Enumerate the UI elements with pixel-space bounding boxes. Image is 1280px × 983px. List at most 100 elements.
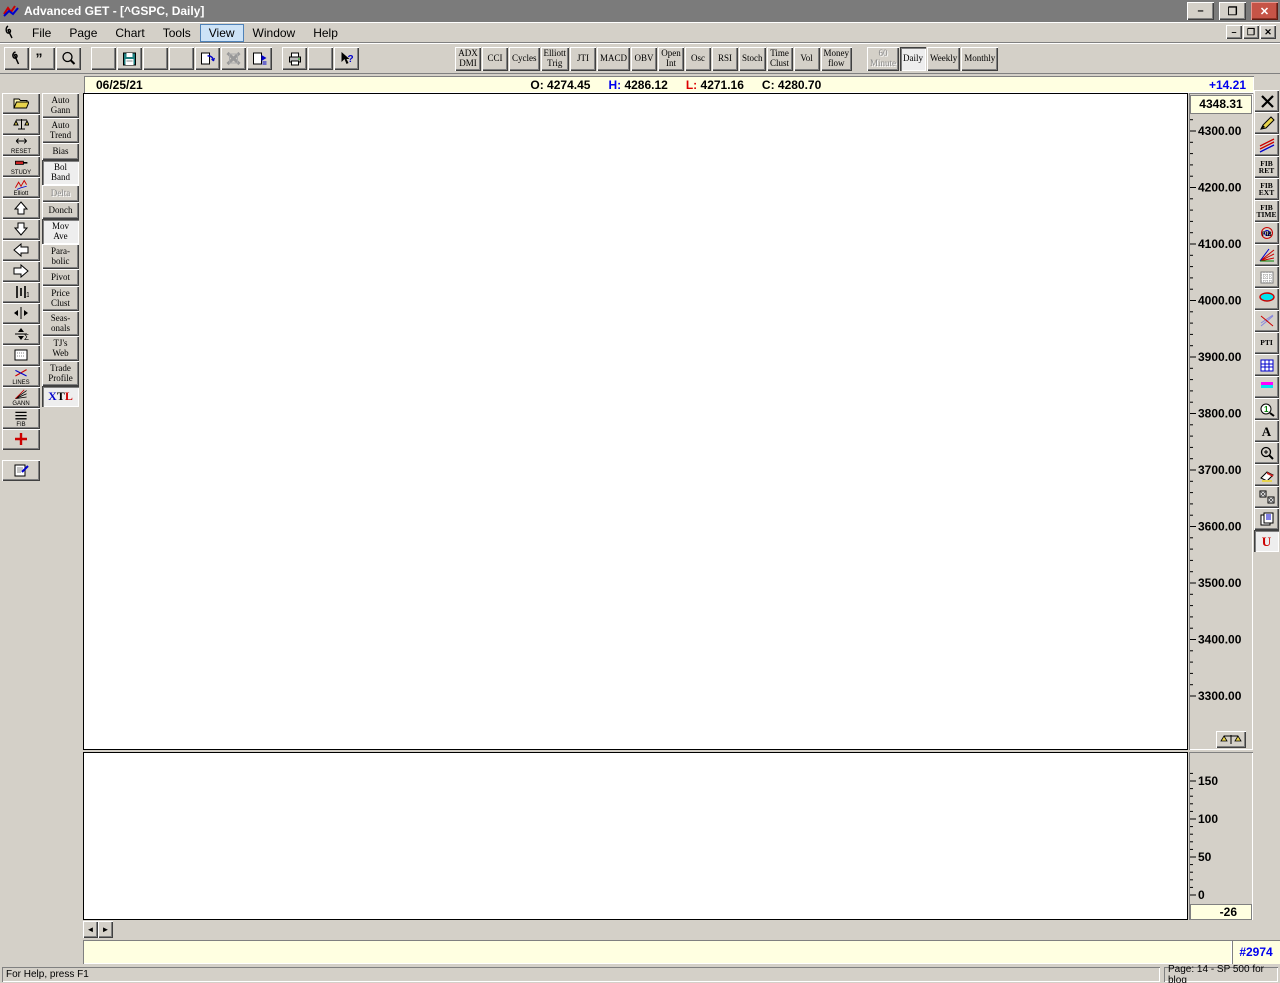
cross-lines-tool[interactable] — [1254, 310, 1279, 332]
indicator-money-flow[interactable]: Money flow — [820, 46, 853, 71]
magnet-tool[interactable]: U — [1254, 530, 1279, 552]
redcross-button[interactable] — [2, 429, 40, 450]
study-bias[interactable]: Bias — [42, 143, 79, 160]
indicator-vol[interactable]: Vol — [793, 46, 820, 71]
child-close-button[interactable]: ✕ — [1260, 25, 1276, 39]
RESET-button[interactable]: RESET — [2, 135, 40, 156]
indicator-elliott-trig[interactable]: Elliott Trig — [540, 46, 569, 71]
study-tjs-web[interactable]: TJ's Web — [42, 336, 79, 361]
study-trade-profile[interactable]: Trade Profile — [42, 361, 79, 386]
indicator-rsi[interactable]: RSI — [712, 46, 739, 71]
time-axis[interactable] — [83, 940, 1232, 964]
indicator-macd[interactable]: MACD — [597, 46, 631, 71]
Elliott-button[interactable]: Elliott — [2, 177, 40, 198]
forward-arrow-icon[interactable] — [169, 47, 194, 70]
page-settings-icon[interactable] — [247, 47, 272, 70]
money-study-tool[interactable]: 1 — [1254, 398, 1279, 420]
eraser-tool[interactable] — [1254, 464, 1279, 486]
fan-lines-tool[interactable] — [1254, 244, 1279, 266]
child-restore-button[interactable]: ❐ — [1243, 25, 1259, 39]
indicator-osc[interactable]: Osc — [685, 46, 712, 71]
ellipse-tool[interactable] — [1254, 288, 1279, 310]
study-donch[interactable]: Donch — [42, 202, 79, 219]
child-minimize-button[interactable]: – — [1226, 25, 1242, 39]
study-auto-gann[interactable]: Auto Gann — [42, 93, 79, 118]
timeframe-weekly[interactable]: Weekly — [927, 46, 961, 71]
notes-tool[interactable] — [1254, 508, 1279, 530]
study-price-clust[interactable]: Price Clust — [42, 286, 79, 311]
zoom-tool[interactable] — [1254, 442, 1279, 464]
menu-file[interactable]: File — [32, 25, 52, 40]
delete-gray-icon[interactable] — [221, 47, 246, 70]
menu-window[interactable]: Window — [252, 25, 296, 40]
study-para--bolic[interactable]: Para-bolic — [42, 244, 79, 269]
oscillator-axis[interactable]: 150 100 50 0 -26 — [1189, 752, 1253, 920]
vbars-button[interactable]: 1 — [2, 282, 40, 303]
close-tools[interactable] — [1254, 90, 1279, 112]
restore-button[interactable]: ❐ — [1219, 2, 1246, 20]
study-auto-trend[interactable]: Auto Trend — [42, 118, 79, 143]
minimize-button[interactable]: – — [1187, 2, 1214, 20]
fib-time-tool[interactable]: FIB TIME — [1254, 200, 1279, 222]
vcompress-button[interactable]: Σ — [2, 324, 40, 345]
study-seas--onals[interactable]: Seas-onals — [42, 311, 79, 336]
tab-scroll-right[interactable]: ► — [98, 921, 113, 938]
STUDY-button[interactable]: STUDY — [2, 156, 40, 177]
menu-view[interactable]: View — [199, 23, 244, 42]
help-icon[interactable] — [308, 47, 333, 70]
indicator-cci[interactable]: CCI — [482, 46, 508, 71]
oscillator-panel[interactable] — [83, 752, 1188, 920]
blue-grid-tool[interactable] — [1254, 354, 1279, 376]
save-icon[interactable] — [117, 47, 142, 70]
grid-tool[interactable] — [1254, 266, 1279, 288]
folder-button[interactable] — [2, 93, 40, 114]
get-clip-icon[interactable] — [4, 47, 29, 70]
printer-icon[interactable] — [282, 47, 307, 70]
close-button[interactable]: ✕ — [1251, 2, 1278, 20]
indicator-obv[interactable]: OBV — [631, 46, 658, 71]
FIB-button[interactable]: FIB — [2, 408, 40, 429]
mob-tool[interactable] — [1254, 376, 1279, 398]
study-pivot[interactable]: Pivot — [42, 269, 79, 286]
indicator-stoch[interactable]: Stoch — [739, 46, 766, 71]
menu-chart[interactable]: Chart — [115, 25, 145, 40]
menu-help[interactable]: Help — [313, 25, 338, 40]
study-delta[interactable]: Delta — [42, 185, 79, 202]
fib-retracement-tool[interactable]: FIB RET — [1254, 156, 1279, 178]
scales-button[interactable] — [1216, 731, 1246, 748]
LINES-button[interactable]: LINES — [2, 366, 40, 387]
GANN-button[interactable]: GANN — [2, 387, 40, 408]
magnify-icon[interactable] — [56, 47, 81, 70]
fib-extension-tool[interactable]: FIB EXT — [1254, 178, 1279, 200]
arrow-right-button[interactable] — [2, 261, 40, 282]
arrow-down-button[interactable] — [2, 219, 40, 240]
indicator-jti[interactable]: JTI — [570, 46, 596, 71]
study-mov-ave[interactable]: Mov Ave — [42, 219, 79, 244]
scales-button[interactable] — [2, 114, 40, 135]
fib-circle-tool[interactable]: FIB — [1254, 222, 1279, 244]
parallel-lines-tool[interactable] — [1254, 134, 1279, 156]
props-button[interactable] — [2, 460, 40, 481]
tab-scroll-left[interactable]: ◄ — [83, 921, 98, 938]
indicator-time-clust[interactable]: Time Clust — [766, 46, 793, 71]
menu-tools[interactable]: Tools — [162, 25, 191, 40]
arrow-left-button[interactable] — [2, 240, 40, 261]
pencil-tool[interactable] — [1254, 112, 1279, 134]
dotgrid-button[interactable] — [2, 345, 40, 366]
new-page-icon[interactable] — [91, 47, 116, 70]
indicator-open-int[interactable]: Open Int — [658, 46, 685, 71]
scatter-tool[interactable] — [1254, 486, 1279, 508]
price-axis[interactable]: 4348.31 4300.00 4200.00 4100.00 4000.00 3900.… — [1189, 93, 1253, 750]
back-arrow-icon[interactable] — [143, 47, 168, 70]
page-swap-icon[interactable] — [195, 47, 220, 70]
pti-tool[interactable]: PTI — [1254, 332, 1279, 354]
text-tool[interactable]: A — [1254, 420, 1279, 442]
hcompress-button[interactable] — [2, 303, 40, 324]
help-cursor-icon[interactable]: ? — [334, 47, 359, 70]
timeframe-monthly[interactable]: Monthly — [961, 46, 999, 71]
quotes-icon[interactable]: ” — [30, 47, 55, 70]
menu-page[interactable]: Page — [69, 25, 98, 40]
indicator-cycles[interactable]: Cycles — [509, 46, 540, 71]
indicator-adx-dmi[interactable]: ADX DMI — [455, 46, 481, 71]
